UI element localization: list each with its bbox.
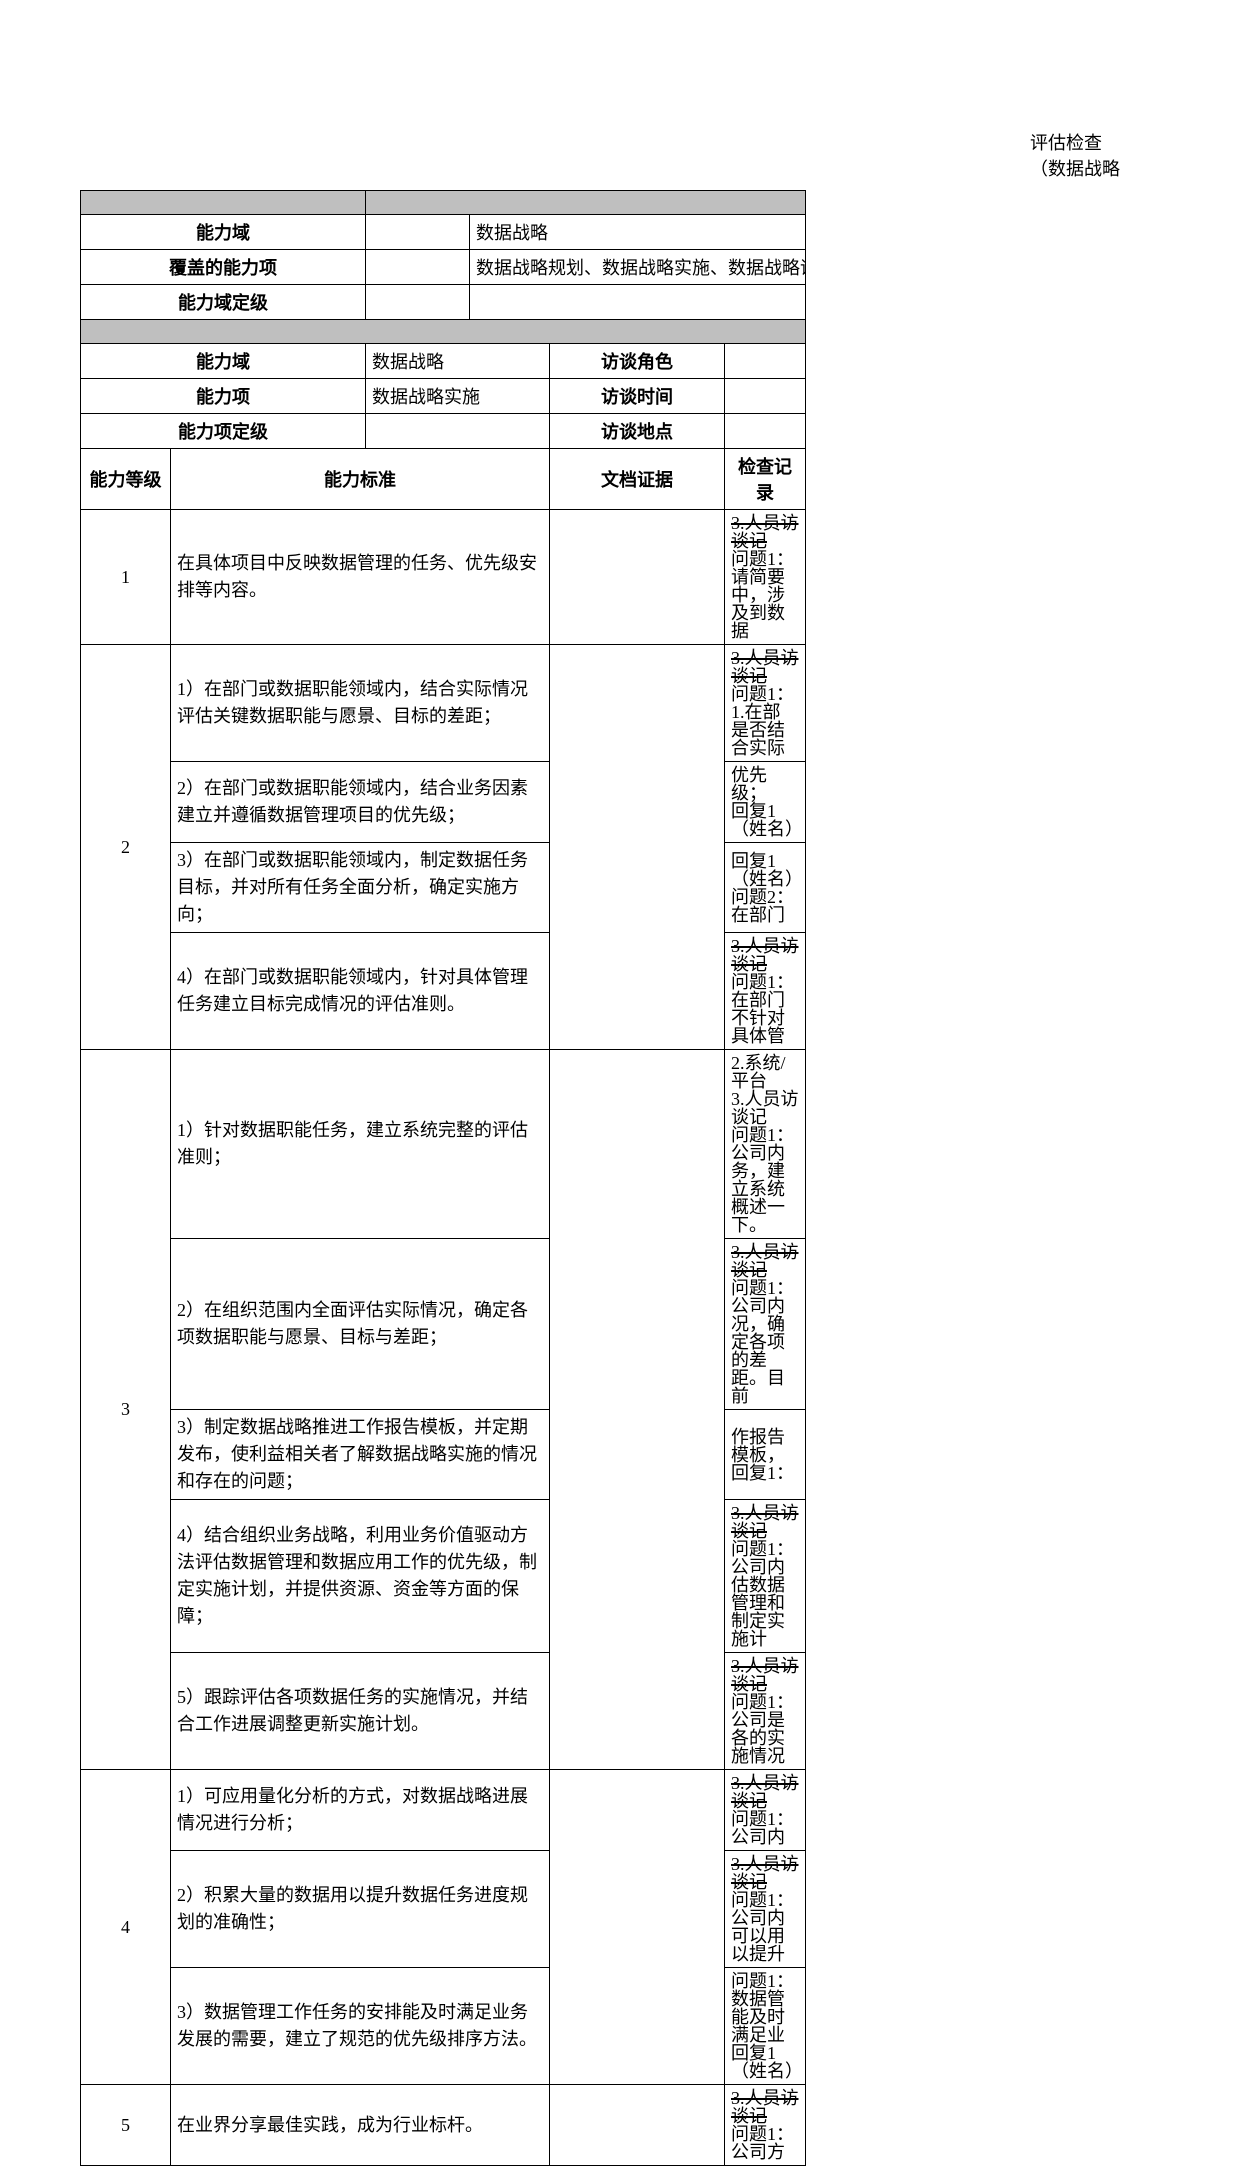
m2-item-value: 数据战略实施 (366, 379, 550, 414)
main-table: 能力域 数据战略 覆盖的能力项 数据战略规划、数据战略实施、数据战略评 能力域定… (80, 190, 806, 2166)
m2-role-value (725, 344, 806, 379)
level-cell: 4 (81, 1770, 171, 2085)
meta-cell-empty (366, 285, 470, 320)
record-cell: 3.人员访谈记问题1：1.在部是否结合实际 (725, 645, 806, 762)
record-cell: 作报告模板，回复1： (725, 1410, 806, 1500)
record-cell: 3.人员访谈记问题1：请简要中，涉及到数据 (725, 510, 806, 645)
record-cell: 3.人员访谈记问题1：公司内可以用以提升 (725, 1851, 806, 1968)
doc-cell (550, 1050, 725, 1770)
record-cell: 3.人员访谈记问题1：在部门不针对具体管 (725, 933, 806, 1050)
standard-cell: 3）制定数据战略推进工作报告模板，并定期发布，使利益相关者了解数据战略实施的情况… (171, 1410, 550, 1500)
standard-cell: 2）在组织范围内全面评估实际情况，确定各项数据职能与愿景、目标与差距； (171, 1239, 550, 1410)
doc-cell (550, 1770, 725, 2085)
m2-place-value (725, 414, 806, 449)
meta-covered-value: 数据战略规划、数据战略实施、数据战略评 (470, 250, 806, 285)
m2-itemgrade-label: 能力项定级 (81, 414, 366, 449)
doc-cell (550, 645, 725, 1050)
standard-cell: 1）可应用量化分析的方式，对数据战略进展情况进行分析； (171, 1770, 550, 1851)
m2-itemgrade-value (366, 414, 550, 449)
doc-cell (550, 2085, 725, 2166)
header-block: 评估检查 （数据战略 (1030, 130, 1120, 182)
col-doc: 文档证据 (550, 449, 725, 510)
col-level: 能力等级 (81, 449, 171, 510)
spacer (81, 320, 806, 344)
m2-domain-label: 能力域 (81, 344, 366, 379)
meta-domain-label: 能力域 (81, 215, 366, 250)
page-root: 评估检查 （数据战略 能力域 数据战略 覆盖的能力项 数据战略规划、数据战略实施… (80, 130, 1241, 2166)
record-cell: 2.系统/平台3.人员访谈记问题1：公司内务，建立系统概述一下。 (725, 1050, 806, 1239)
level-cell: 3 (81, 1050, 171, 1770)
standard-cell: 在业界分享最佳实践，成为行业标杆。 (171, 2085, 550, 2166)
standard-cell: 4）结合组织业务战略，利用业务价值驱动方法评估数据管理和数据应用工作的优先级，制… (171, 1500, 550, 1653)
level-cell: 5 (81, 2085, 171, 2166)
meta-cell-empty (366, 250, 470, 285)
doc-cell (550, 510, 725, 645)
m2-time-label: 访谈时间 (550, 379, 725, 414)
record-cell: 3.人员访谈记问题1：公司内况，确定各项的差距。目前 (725, 1239, 806, 1410)
standard-cell: 4）在部门或数据职能领域内，针对具体管理任务建立目标完成情况的评估准则。 (171, 933, 550, 1050)
m2-item-label: 能力项 (81, 379, 366, 414)
level-cell: 2 (81, 645, 171, 1050)
record-cell: 3.人员访谈记问题1：公司方 (725, 2085, 806, 2166)
record-cell: 3.人员访谈记问题1：公司是各的实施情况 (725, 1653, 806, 1770)
record-cell: 回复1（姓名）问题2：在部门 (725, 843, 806, 933)
standard-cell: 2）积累大量的数据用以提升数据任务进度规划的准确性； (171, 1851, 550, 1968)
record-cell: 优先级；回复1（姓名） (725, 762, 806, 843)
standard-cell: 1）针对数据职能任务，建立系统完整的评估准则； (171, 1050, 550, 1239)
meta-cell-empty (470, 285, 806, 320)
m2-role-label: 访谈角色 (550, 344, 725, 379)
meta-grade-label: 能力域定级 (81, 285, 366, 320)
col-standard: 能力标准 (171, 449, 550, 510)
header-line2: （数据战略 (1030, 156, 1120, 182)
standard-cell: 在具体项目中反映数据管理的任务、优先级安排等内容。 (171, 510, 550, 645)
header-line1: 评估检查 (1030, 130, 1120, 156)
standard-cell: 1）在部门或数据职能领域内，结合实际情况评估关键数据职能与愿景、目标的差距； (171, 645, 550, 762)
standard-cell: 2）在部门或数据职能领域内，结合业务因素建立并遵循数据管理项目的优先级； (171, 762, 550, 843)
meta-cell-empty (366, 215, 470, 250)
meta-domain-value: 数据战略 (470, 215, 806, 250)
m2-domain-value: 数据战略 (366, 344, 550, 379)
level-cell: 1 (81, 510, 171, 645)
record-cell: 3.人员访谈记问题1：公司内估数据管理和制定实施计 (725, 1500, 806, 1653)
spacer (81, 191, 366, 215)
spacer (366, 191, 806, 215)
m2-place-label: 访谈地点 (550, 414, 725, 449)
record-cell: 问题1：数据管能及时满足业回复1（姓名） (725, 1968, 806, 2085)
record-cell: 3.人员访谈记问题1：公司内 (725, 1770, 806, 1851)
standard-cell: 3）数据管理工作任务的安排能及时满足业务发展的需要，建立了规范的优先级排序方法。 (171, 1968, 550, 2085)
meta-covered-label: 覆盖的能力项 (81, 250, 366, 285)
standard-cell: 3）在部门或数据职能领域内，制定数据任务目标，并对所有任务全面分析，确定实施方向… (171, 843, 550, 933)
m2-time-value (725, 379, 806, 414)
col-record: 检查记录 (725, 449, 806, 510)
standard-cell: 5）跟踪评估各项数据任务的实施情况，并结合工作进展调整更新实施计划。 (171, 1653, 550, 1770)
